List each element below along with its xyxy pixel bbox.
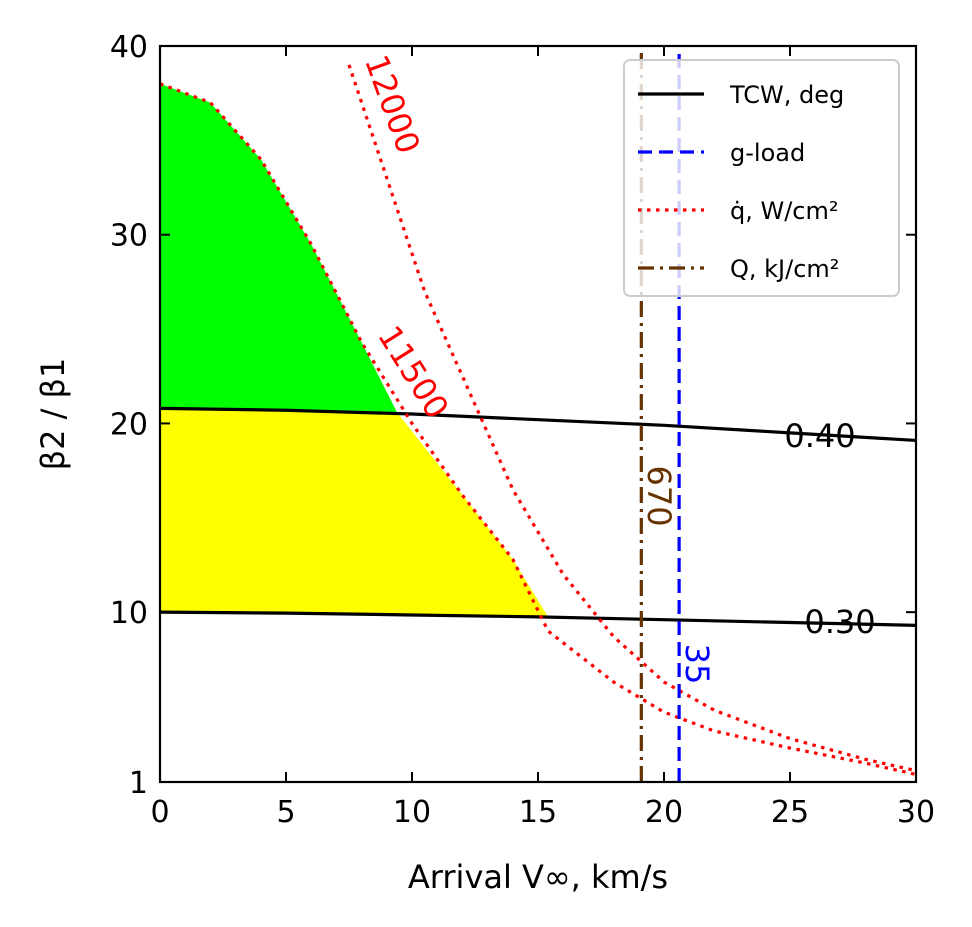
series-line-2	[160, 610, 916, 627]
legend-label-1: TCW, deg	[729, 81, 844, 109]
filled-regions	[160, 83, 549, 617]
x-tick-label: 30	[897, 795, 935, 830]
x-tick-label: 10	[393, 795, 431, 830]
series-line-3	[160, 82, 916, 777]
x-tick-label: 20	[645, 795, 683, 830]
y-tick-label: 20	[110, 407, 148, 442]
x-tick-label: 15	[519, 795, 557, 830]
legend-label-4: Q, kJ/cm²	[730, 255, 839, 283]
legend-label-3: q̇, W/cm²	[730, 197, 839, 225]
region-1	[160, 83, 397, 413]
axis-tick-labels: 0 5 10 15 20 25 30 1 10 20 30 40	[110, 30, 935, 830]
x-tick-label: 5	[276, 795, 295, 830]
y-axis-title: β2 / β1	[34, 358, 72, 471]
legend: TCW, deg g-load q̇, W/cm² Q, kJ/cm²	[623, 59, 900, 297]
y-tick-label: 10	[110, 596, 148, 631]
legend-label-2: g-load	[730, 139, 805, 167]
y-tick-label: 1	[129, 766, 148, 801]
contour-label-4: 12000	[357, 50, 428, 159]
axis-ticks	[159, 45, 917, 783]
contour-label-2: 0.30	[804, 603, 875, 641]
y-tick-label: 30	[110, 219, 148, 254]
contour-label-6: 35	[678, 644, 716, 685]
y-tick-label: 40	[110, 30, 148, 65]
legend-box	[623, 59, 900, 297]
contour-label-5: 670	[640, 465, 678, 526]
series-line-1	[160, 406, 916, 443]
contour-label-1: 0.40	[784, 417, 855, 455]
x-axis-title: Arrival V∞, km/s	[408, 858, 668, 896]
x-tick-label: 25	[771, 795, 809, 830]
x-tick-label: 0	[150, 795, 169, 830]
region-2	[160, 408, 549, 617]
